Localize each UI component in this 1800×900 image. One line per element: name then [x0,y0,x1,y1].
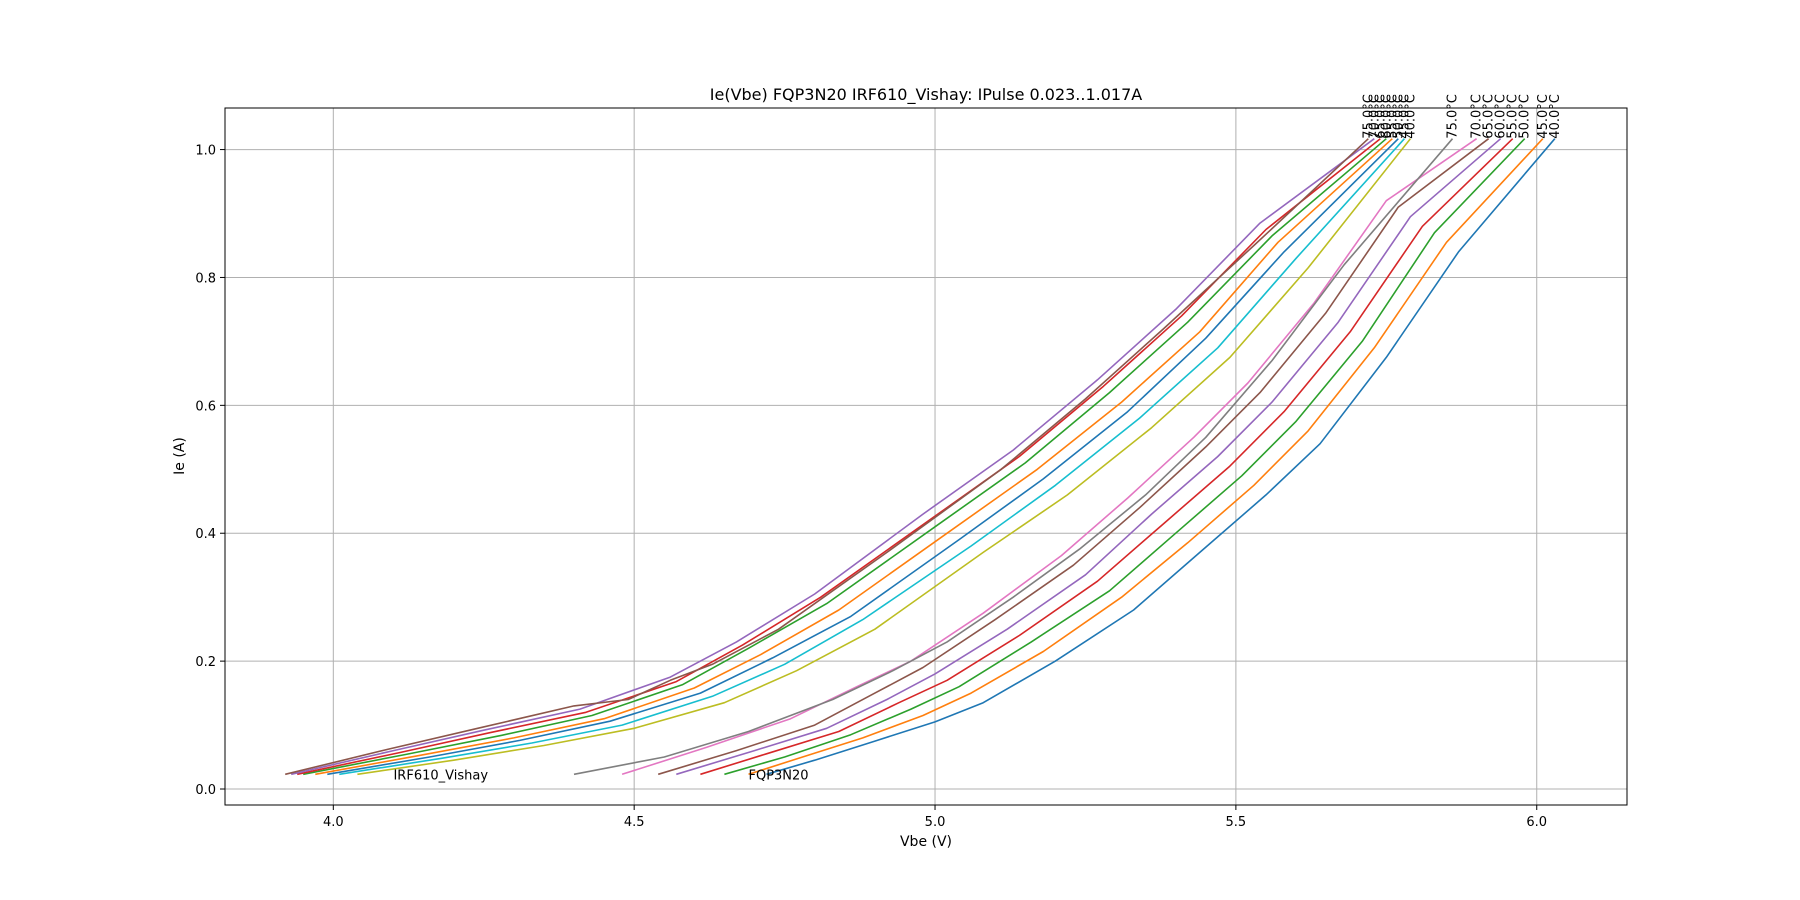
curve-end-label: 60.0°C [1379,94,1394,139]
curve-label-group: 40.0°C45.0°C50.0°C55.0°C60.0°C65.0°C70.0… [1361,94,1563,139]
series-line-irf610_vishay-13 [297,138,1381,776]
series-line-fqp3n20-3 [700,138,1514,776]
x-axis-label: Vbe (V) [900,834,952,850]
curve-end-label: 45.0°C [1536,94,1551,139]
tick-group: 4.0 4.5 5.0 5.5 6.0 0.0 0.2 0.4 0.6 0.8 1.0 [195,144,1547,830]
series-line-irf610_vishay-8 [357,138,1412,776]
curve-end-label: 65.0°C [1373,94,1388,139]
x-tick-label: 6.0 [1526,815,1547,830]
series-line-fqp3n20-7 [573,138,1454,776]
group-annotation: FQP3N20 [748,768,808,783]
series-line-irf610_vishay-9 [339,138,1405,776]
curve-end-label: 60.0°C [1494,94,1509,139]
curve-end-label: 65.0°C [1482,94,1497,139]
series-line-irf610_vishay-10 [327,138,1399,776]
curve-end-label: 55.0°C [1506,94,1521,139]
y-tick-label: 0.2 [195,655,216,670]
y-tick-label: 1.0 [195,144,216,159]
x-tick-label: 4.5 [624,815,645,830]
series-line-irf610_vishay-14 [291,138,1375,776]
curve-end-label: 55.0°C [1385,94,1400,139]
series-line-fqp3n20-0 [766,138,1556,776]
y-tick-label: 0.0 [195,783,216,798]
x-tick-label: 5.5 [1226,815,1247,830]
grid-lines [225,108,1627,805]
curve-end-label: 75.0°C [1361,94,1376,139]
chart-title: Ie(Vbe) FQP3N20 IRF610_Vishay: IPulse 0.… [710,85,1143,105]
curve-end-label: 70.0°C [1367,94,1382,139]
series-group [285,138,1556,776]
series-line-fqp3n20-5 [657,138,1490,776]
curve-end-label: 45.0°C [1397,94,1412,139]
series-line-irf610_vishay-15 [285,138,1369,776]
series-line-fqp3n20-6 [621,138,1478,776]
plot-frame [224,107,1628,806]
curve-end-label: 40.0°C [1403,94,1418,139]
y-tick-label: 0.4 [195,527,216,542]
y-tick-label: 0.8 [195,271,216,286]
series-line-fqp3n20-4 [676,138,1502,776]
x-tick-label: 4.0 [323,815,344,830]
curve-end-label: 70.0°C [1470,94,1485,139]
curve-end-label: 75.0°C [1446,94,1461,139]
series-line-fqp3n20-2 [724,138,1526,776]
y-tick-label: 0.6 [195,399,216,414]
group-annotation: IRF610_Vishay [393,768,488,783]
annotation-group: IRF610_Vishay FQP3N20 [393,768,808,783]
x-tick-label: 5.0 [925,815,946,830]
series-line-irf610_vishay-12 [303,138,1387,776]
curve-end-label: 40.0°C [1548,94,1563,139]
curve-end-label: 50.0°C [1518,94,1533,139]
series-line-irf610_vishay-11 [315,138,1393,776]
series-line-fqp3n20-1 [748,138,1544,776]
y-axis-label: Ie (A) [172,437,188,475]
curve-end-label: 50.0°C [1391,94,1406,139]
